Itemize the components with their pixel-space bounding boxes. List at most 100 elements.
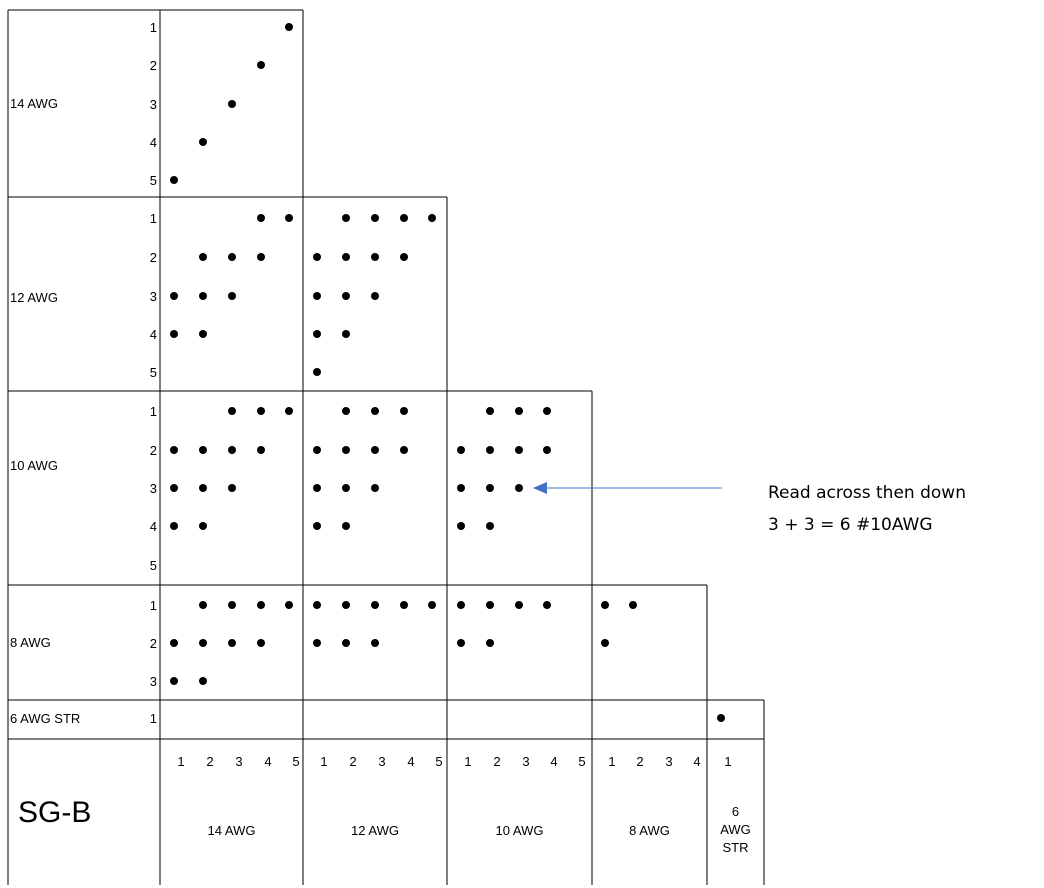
fill-dot — [601, 639, 609, 647]
fill-dot — [199, 446, 207, 454]
fill-dot — [486, 407, 494, 415]
fill-dot — [170, 292, 178, 300]
fill-dot — [170, 677, 178, 685]
column-number: 3 — [665, 754, 672, 769]
row-number: 2 — [150, 636, 157, 651]
fill-dot — [257, 214, 265, 222]
column-number: 5 — [435, 754, 442, 769]
fill-dot — [257, 446, 265, 454]
fill-dot — [543, 446, 551, 454]
column-number: 4 — [693, 754, 700, 769]
row-group-label: 6 AWG STR — [10, 711, 80, 726]
fill-dot — [313, 330, 321, 338]
fill-dot — [342, 253, 350, 261]
fill-dot — [257, 61, 265, 69]
row-number: 1 — [150, 404, 157, 419]
fill-dot — [486, 446, 494, 454]
column-number: 1 — [320, 754, 327, 769]
fill-dot — [228, 100, 236, 108]
column-number: 5 — [292, 754, 299, 769]
row-number: 5 — [150, 173, 157, 188]
fill-dot — [457, 522, 465, 530]
fill-dot — [199, 601, 207, 609]
fill-dot — [170, 484, 178, 492]
row-number: 5 — [150, 558, 157, 573]
row-number: 4 — [150, 519, 157, 534]
fill-dot — [257, 253, 265, 261]
fill-dot — [400, 601, 408, 609]
fill-dot — [228, 407, 236, 415]
fill-dot — [515, 407, 523, 415]
fill-dot — [371, 446, 379, 454]
fill-dot — [170, 176, 178, 184]
fill-dot — [342, 407, 350, 415]
row-number: 3 — [150, 97, 157, 112]
fill-dot — [457, 446, 465, 454]
row-group-label: 10 AWG — [10, 458, 58, 473]
fill-dot — [228, 601, 236, 609]
annotation-line-1: Read across then down — [768, 483, 966, 503]
fill-dot — [170, 639, 178, 647]
row-number: 2 — [150, 250, 157, 265]
fill-dot — [228, 446, 236, 454]
fill-dot — [199, 484, 207, 492]
row-number: 4 — [150, 327, 157, 342]
fill-dot — [342, 484, 350, 492]
fill-dot — [400, 407, 408, 415]
fill-dot — [342, 639, 350, 647]
fill-dot — [285, 23, 293, 31]
column-group-label: 14 AWG — [208, 823, 256, 838]
fill-dot — [285, 407, 293, 415]
fill-dot — [342, 292, 350, 300]
fill-dot — [400, 253, 408, 261]
fill-dot — [228, 484, 236, 492]
column-group-label: 8 AWG — [629, 823, 670, 838]
fill-dot — [486, 601, 494, 609]
fill-dot — [313, 601, 321, 609]
row-number: 1 — [150, 711, 157, 726]
column-number: 1 — [608, 754, 615, 769]
row-number: 2 — [150, 58, 157, 73]
row-group-label: 12 AWG — [10, 290, 58, 305]
row-number: 5 — [150, 365, 157, 380]
fill-dot — [428, 601, 436, 609]
column-number: 4 — [550, 754, 557, 769]
fill-dot — [601, 601, 609, 609]
fill-dot — [199, 639, 207, 647]
column-number: 2 — [349, 754, 356, 769]
fill-dot — [486, 522, 494, 530]
fill-dot — [313, 522, 321, 530]
fill-dot — [543, 601, 551, 609]
column-group-label: 12 AWG — [351, 823, 399, 838]
column-number: 1 — [464, 754, 471, 769]
fill-dot — [228, 253, 236, 261]
grid-lines — [7, 9, 765, 885]
annotation-line-2: 3 + 3 = 6 #10AWG — [768, 515, 933, 535]
fill-dot — [228, 639, 236, 647]
row-number: 2 — [150, 443, 157, 458]
fill-dot — [285, 214, 293, 222]
column-number: 2 — [493, 754, 500, 769]
fill-dot — [342, 330, 350, 338]
fill-dot — [515, 484, 523, 492]
fill-dot — [457, 601, 465, 609]
fill-dot — [342, 522, 350, 530]
column-number: 2 — [206, 754, 213, 769]
fill-dot — [199, 330, 207, 338]
fill-dot — [371, 292, 379, 300]
column-number: 5 — [578, 754, 585, 769]
fill-dot — [313, 253, 321, 261]
fill-dot — [371, 601, 379, 609]
column-number: 4 — [264, 754, 271, 769]
column-number: 2 — [636, 754, 643, 769]
row-number: 1 — [150, 20, 157, 35]
fill-dot — [400, 214, 408, 222]
fill-dot — [257, 601, 265, 609]
fill-dot — [257, 639, 265, 647]
row-number: 3 — [150, 674, 157, 689]
row-number: 1 — [150, 598, 157, 613]
fill-dot — [342, 446, 350, 454]
corner-label: SG-B — [18, 796, 91, 829]
fill-dot — [371, 214, 379, 222]
